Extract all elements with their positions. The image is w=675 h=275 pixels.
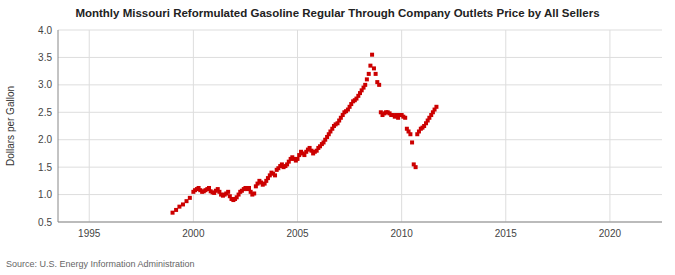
point xyxy=(410,140,414,144)
y-axis-line xyxy=(58,30,59,222)
points xyxy=(171,53,439,215)
x-tick-label: 2000 xyxy=(182,228,205,239)
y-tick-label: 1.0 xyxy=(38,189,52,200)
point xyxy=(181,202,185,206)
y-grid-line xyxy=(58,57,662,58)
y-tick-label: 2.5 xyxy=(38,107,52,118)
point xyxy=(370,53,374,57)
y-grid-line xyxy=(58,30,662,31)
y-tick-label: 1.5 xyxy=(38,162,52,173)
point xyxy=(226,190,230,194)
point xyxy=(273,173,277,177)
point xyxy=(177,205,181,209)
y-grid-line xyxy=(58,194,662,195)
point xyxy=(434,105,438,109)
y-tick-label: 2.0 xyxy=(38,134,52,145)
x-grid-line xyxy=(505,30,506,222)
point xyxy=(296,157,300,161)
chart: 0.5 1.0 1.5 2.0 2.5 3.0 3.5 4.0 1995 2000 2005 2010… xyxy=(0,0,675,275)
x-grid-line xyxy=(401,30,402,222)
x-grid-line xyxy=(609,30,610,222)
y-grid-line xyxy=(58,167,662,168)
point xyxy=(247,186,251,190)
x-tick-label: 2005 xyxy=(286,228,309,239)
point xyxy=(414,165,418,169)
y-tick-label: 4.0 xyxy=(38,25,52,36)
y-grid-line xyxy=(58,112,662,113)
y-grid-line xyxy=(58,222,662,223)
y-tick-label: 0.5 xyxy=(38,217,52,228)
x-grid-line xyxy=(89,30,90,222)
point xyxy=(252,191,256,195)
point xyxy=(171,211,175,215)
point xyxy=(365,77,369,81)
chart-container: 0.5 1.0 1.5 2.0 2.5 3.0 3.5 4.0 1995 2000 2005 2010… xyxy=(0,0,675,275)
x-tick-label: 2010 xyxy=(391,228,414,239)
y-grid-line xyxy=(58,84,662,85)
point xyxy=(368,64,372,68)
point xyxy=(408,132,412,136)
y-grid-line xyxy=(58,139,662,140)
point xyxy=(367,72,371,76)
point xyxy=(363,83,367,87)
source-note: Source: U.S. Energy Information Administ… xyxy=(6,259,195,269)
point xyxy=(188,196,192,200)
y-tick-label: 3.0 xyxy=(38,79,52,90)
point xyxy=(372,66,376,70)
title: Monthly Missouri Reformulated Gasoline R… xyxy=(75,7,599,19)
x-grid-line xyxy=(297,30,298,222)
point xyxy=(403,116,407,120)
x-tick-label: 2015 xyxy=(495,228,518,239)
point xyxy=(377,83,381,87)
point xyxy=(374,72,378,76)
x-tick-label: 2020 xyxy=(599,228,622,239)
y-tick-label: 3.5 xyxy=(38,52,52,63)
grid xyxy=(58,30,662,222)
x-axis-line xyxy=(58,222,662,223)
y-axis-label: Dollars per Gallon xyxy=(5,86,16,166)
x-tick-label: 1995 xyxy=(78,228,101,239)
